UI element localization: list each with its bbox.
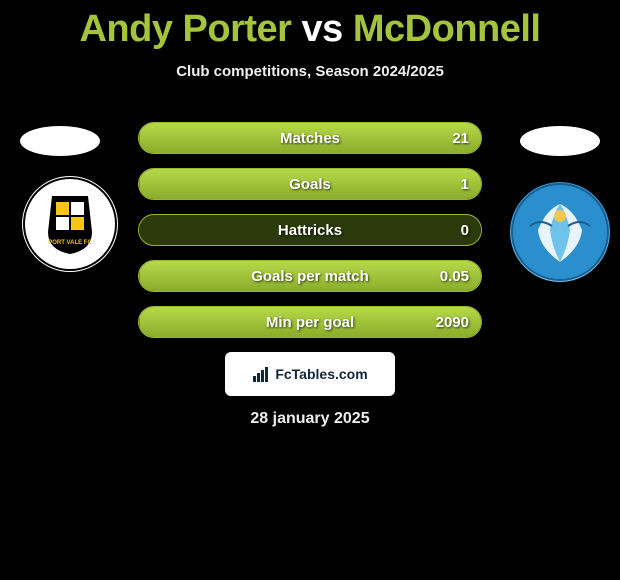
stat-row: Goals per match0.05 (138, 260, 482, 292)
colchester-crest-icon (510, 182, 610, 282)
stat-label: Goals (139, 169, 481, 200)
stat-label: Goals per match (139, 261, 481, 292)
stat-row: Min per goal2090 (138, 306, 482, 338)
stat-value-right: 0 (461, 215, 469, 246)
stat-label: Matches (139, 123, 481, 154)
stat-row: Goals1 (138, 168, 482, 200)
club-crest-left: PORT VALE FC (22, 176, 118, 272)
site-label: FcTables.com (275, 366, 367, 382)
page-title: Andy Porter vs McDonnell (0, 0, 620, 51)
stat-value-right: 2090 (436, 307, 469, 338)
club-crest-right (510, 182, 610, 282)
player1-avatar-placeholder (20, 126, 100, 156)
vs-label: vs (302, 8, 343, 50)
stat-label: Hattricks (139, 215, 481, 246)
stat-row: Matches21 (138, 122, 482, 154)
port-vale-crest-icon: PORT VALE FC (22, 176, 118, 272)
stat-value-right: 0.05 (440, 261, 469, 292)
site-branding: FcTables.com (225, 352, 395, 396)
svg-text:PORT VALE FC: PORT VALE FC (48, 240, 92, 246)
chart-icon (252, 365, 270, 383)
date-label: 28 january 2025 (0, 410, 620, 428)
stat-value-right: 21 (452, 123, 469, 154)
stat-label: Min per goal (139, 307, 481, 338)
player2-name: McDonnell (353, 8, 541, 50)
subtitle: Club competitions, Season 2024/2025 (0, 63, 620, 80)
player1-name: Andy Porter (79, 8, 291, 50)
stat-value-right: 1 (461, 169, 469, 200)
stat-row: Hattricks0 (138, 214, 482, 246)
stats-container: Matches21 Goals1 Hattricks0 Goals per match… (138, 122, 482, 352)
player2-avatar-placeholder (520, 126, 600, 156)
